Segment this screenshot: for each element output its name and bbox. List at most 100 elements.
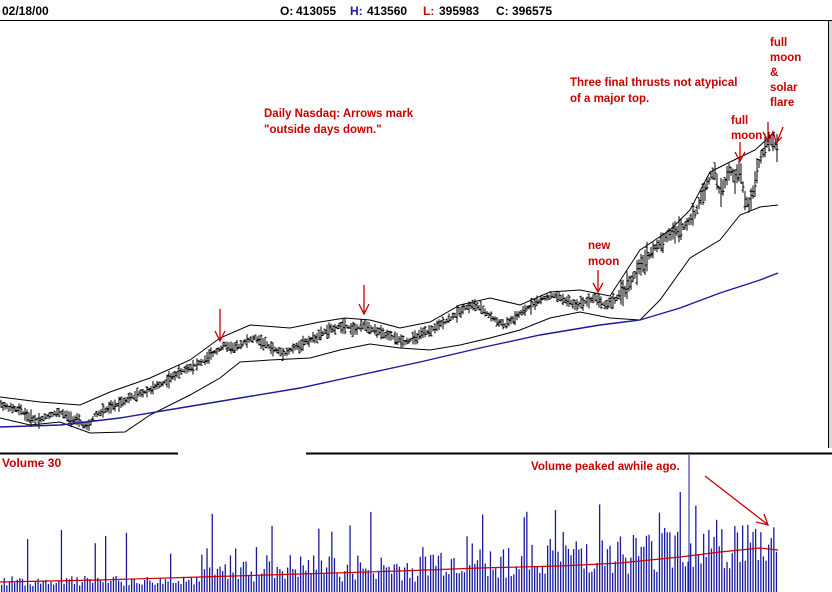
header-high-label: H: — [350, 4, 363, 18]
volume-bar — [212, 514, 213, 592]
annotation-full-moon-b-line2: moon — [770, 52, 801, 64]
price-bar — [736, 164, 739, 183]
price-bar — [352, 322, 355, 337]
price-bar — [328, 322, 331, 338]
volume-panel-title: Volume 30 — [2, 456, 61, 470]
volume-bar — [700, 564, 701, 592]
price-bar — [262, 338, 265, 350]
volume-bar — [342, 581, 343, 592]
volume-bar — [661, 533, 662, 592]
volume-bar — [703, 534, 704, 592]
price-bar — [360, 319, 363, 332]
volume-bar — [568, 549, 569, 592]
price-bar — [280, 348, 283, 357]
header-high-value: 413560 — [367, 4, 407, 18]
volume-bar — [394, 564, 395, 592]
volume-bar — [24, 586, 25, 592]
price-bar — [484, 308, 487, 316]
price-bar — [598, 294, 601, 308]
volume-bar — [534, 566, 535, 592]
volume-bar — [544, 574, 545, 592]
volume-bar — [336, 573, 337, 592]
volume-bar — [451, 559, 452, 592]
volume-bar — [664, 528, 665, 592]
price-bar — [696, 205, 699, 214]
volume-bar — [669, 532, 670, 592]
header-bar — [0, 0, 832, 20]
volume-bar — [768, 545, 769, 592]
volume-bar — [326, 567, 327, 592]
price-bar — [260, 334, 263, 349]
upper-bollinger-band — [0, 132, 775, 405]
volume-bar — [713, 537, 714, 592]
volume-bar — [209, 568, 210, 592]
volume-bar — [526, 512, 527, 592]
volume-bar — [521, 556, 522, 592]
arrow-full-moon-b2 — [774, 127, 783, 143]
price-bar — [108, 402, 111, 414]
volume-bar — [498, 578, 499, 592]
price-bar — [54, 411, 57, 416]
volume-bar — [739, 562, 740, 592]
volume-bar — [685, 566, 686, 592]
price-bar — [754, 171, 757, 197]
volume-bar — [609, 546, 610, 592]
volume-bar — [672, 568, 673, 592]
price-bar — [608, 298, 611, 308]
volume-bar — [303, 565, 304, 592]
price-bar — [618, 290, 621, 299]
volume-bar — [79, 586, 80, 592]
price-bar — [64, 411, 67, 419]
volume-bar — [347, 565, 348, 592]
volume-bar — [180, 584, 181, 592]
volume-bar — [134, 579, 135, 592]
volume-bar — [490, 551, 491, 592]
volume-bar — [615, 561, 616, 592]
price-bar — [546, 294, 549, 301]
price-bar — [0, 400, 3, 408]
volume-bar — [40, 584, 41, 592]
price-bar — [68, 411, 71, 424]
price-bar — [670, 230, 673, 241]
volume-bar — [238, 579, 239, 592]
price-bar — [760, 150, 763, 164]
price-bar — [340, 322, 343, 334]
price-bar — [238, 344, 241, 349]
volume-bar — [105, 536, 106, 592]
price-bar — [374, 324, 377, 335]
volume-bar — [599, 504, 600, 592]
price-bar — [348, 325, 351, 328]
volume-bar — [440, 553, 441, 592]
price-bars — [0, 131, 779, 431]
price-bar — [272, 342, 275, 356]
volume-bar — [466, 536, 467, 592]
price-bar — [538, 299, 541, 304]
price-bar — [166, 375, 169, 388]
price-bar — [762, 148, 765, 157]
volume-bar — [193, 584, 194, 592]
price-bar — [46, 415, 49, 419]
volume-bar — [755, 529, 756, 592]
header-date: 02/18/00 — [2, 4, 49, 18]
price-bar — [432, 326, 435, 332]
price-bar — [518, 311, 521, 318]
volume-bar — [256, 547, 257, 592]
price-bar — [588, 294, 591, 309]
volume-bar — [63, 584, 64, 592]
volume-bar — [69, 580, 70, 592]
volume-bar — [373, 573, 374, 592]
price-bar — [302, 336, 305, 351]
volume-bar — [30, 584, 31, 592]
volume-bar — [331, 532, 332, 592]
price-bar — [574, 300, 577, 310]
price-bar — [62, 409, 65, 418]
volume-bar — [344, 571, 345, 592]
volume-bar — [191, 577, 192, 592]
price-bar — [102, 403, 105, 418]
price-bar — [182, 369, 185, 372]
annotation-daily-nasdaq-line2: "outside days down." — [264, 124, 382, 136]
price-bar — [264, 337, 267, 348]
price-bar — [476, 302, 479, 310]
price-bar — [192, 360, 195, 375]
volume-bar — [108, 583, 109, 592]
